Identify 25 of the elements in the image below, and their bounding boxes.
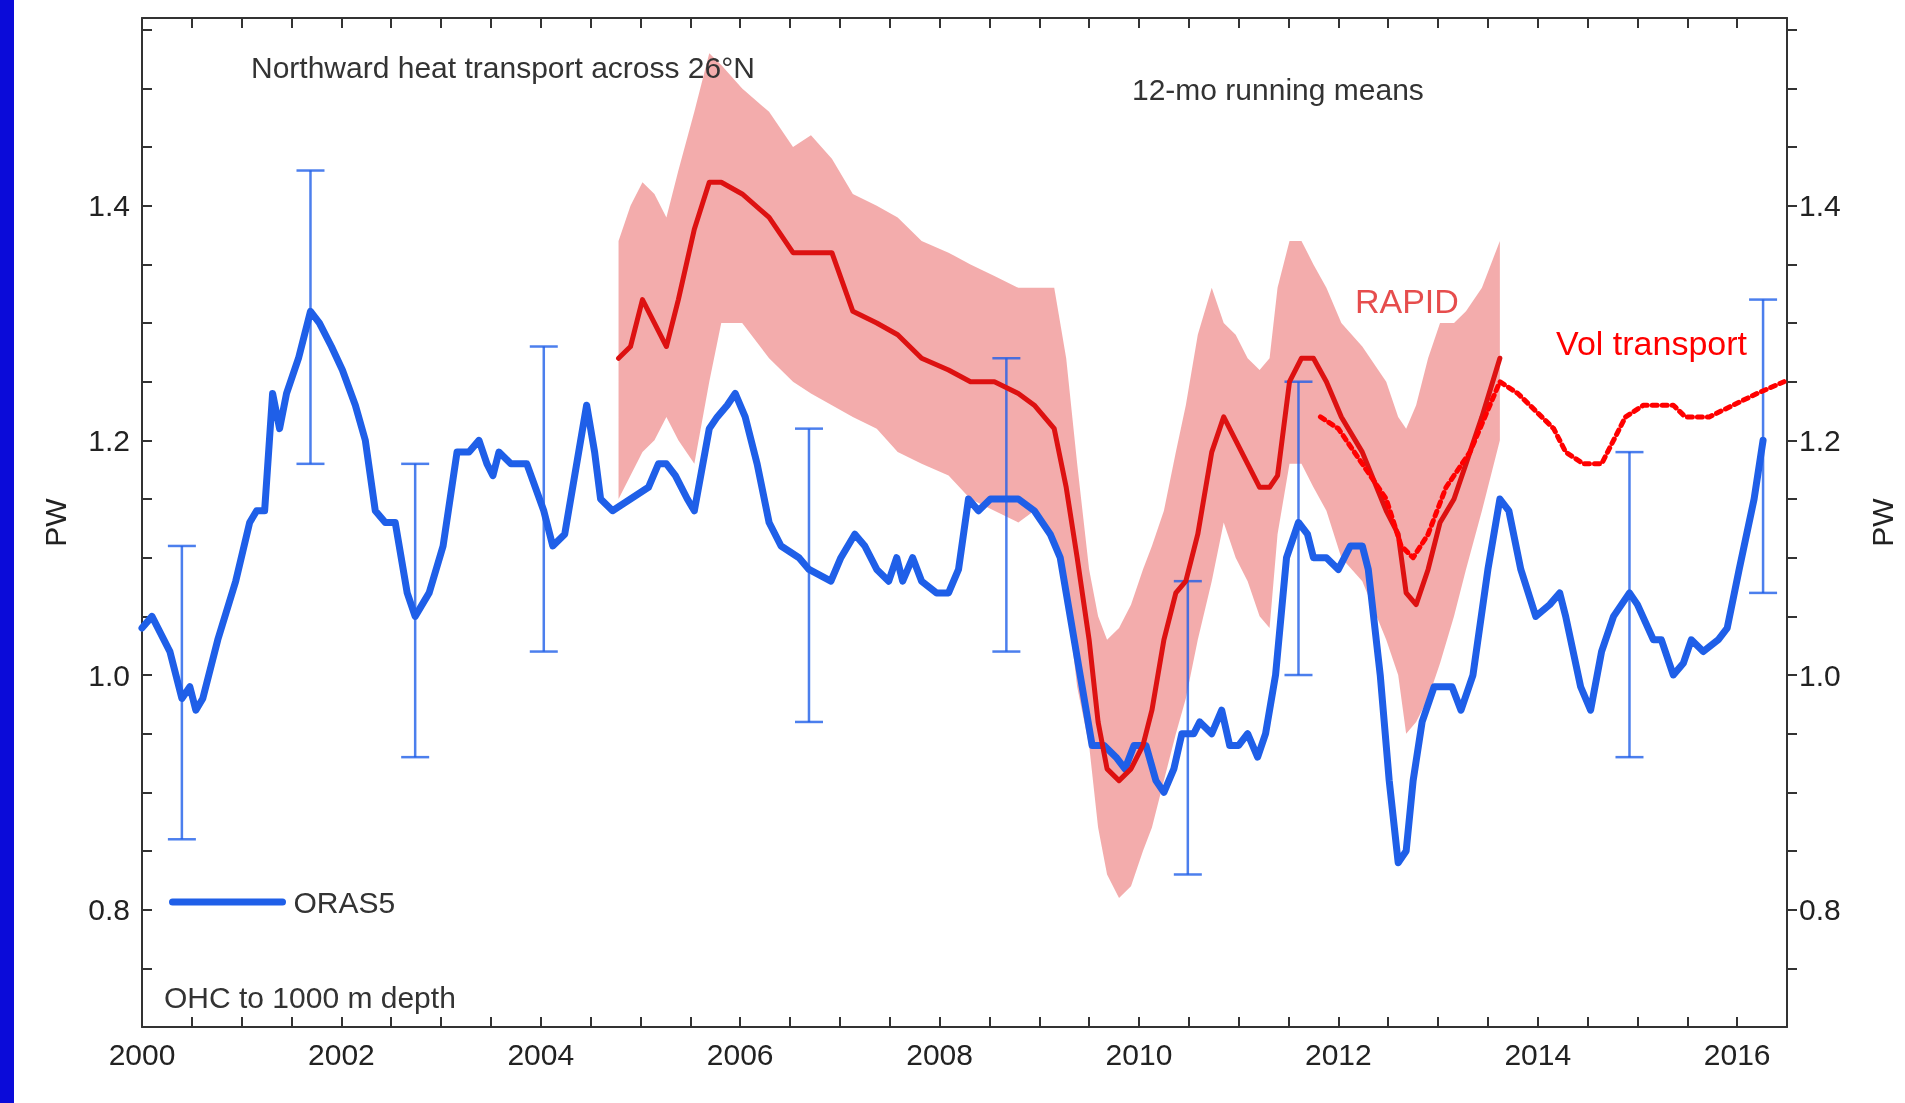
- x-tick-label: 2004: [507, 1037, 575, 1071]
- x-tick-label: 2012: [1304, 1037, 1372, 1071]
- annotation: OHC to 1000 m depth: [164, 980, 456, 1014]
- y-tick-label: 1.2: [88, 423, 130, 457]
- x-tick-label: 2002: [308, 1037, 375, 1071]
- x-tick-label: 2008: [906, 1037, 973, 1071]
- series-label: Vol transport: [1556, 323, 1748, 362]
- y2-tick-label: 1.0: [1799, 658, 1841, 692]
- y2-tick-label: 0.8: [1799, 893, 1841, 927]
- y2-axis-title: PW: [1865, 497, 1899, 547]
- x-tick-label: 2016: [1703, 1037, 1771, 1071]
- x-tick-label: 2010: [1105, 1037, 1173, 1071]
- series-label: RAPID: [1354, 282, 1459, 321]
- y-axis-title: PW: [38, 497, 72, 547]
- annotation: 12-mo running means: [1132, 72, 1424, 106]
- y-tick-label: 1.4: [88, 189, 130, 223]
- x-tick-label: 2000: [108, 1037, 176, 1071]
- y2-tick-label: 1.2: [1799, 423, 1841, 457]
- y-tick-label: 1.0: [88, 658, 130, 692]
- x-tick-label: 2006: [706, 1037, 774, 1071]
- legend-label: ORAS5: [293, 885, 396, 919]
- y2-tick-label: 1.4: [1799, 189, 1841, 223]
- annotation: Northward heat transport across 26°N: [251, 50, 755, 84]
- x-tick-label: 2014: [1504, 1037, 1572, 1071]
- y-tick-label: 0.8: [88, 893, 130, 927]
